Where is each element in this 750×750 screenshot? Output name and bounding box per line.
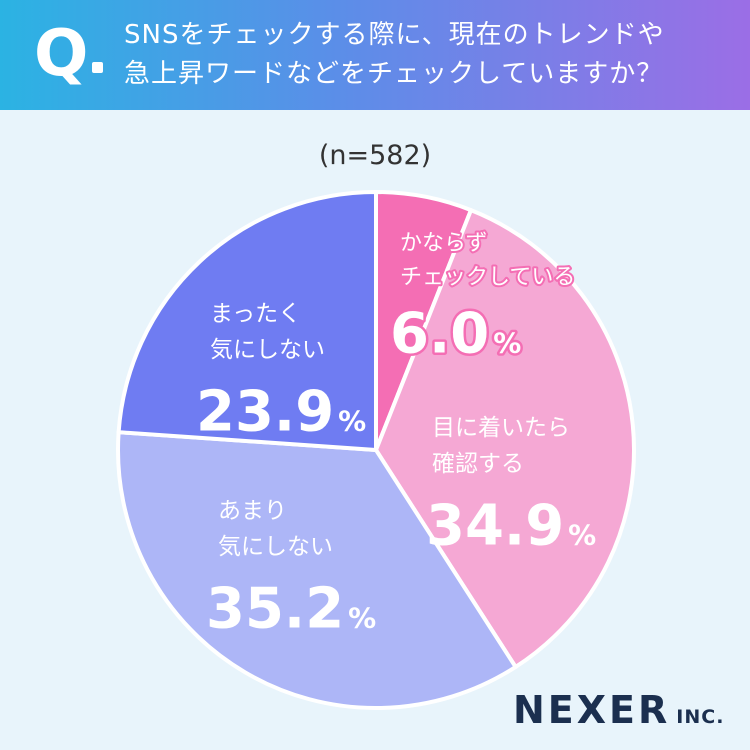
logo-main: NEXER [513,688,671,732]
question-text: SNSをチェックする際に、現在のトレンドや 急上昇ワードなどをチェックしています… [124,16,734,94]
logo-suffix: INC. [676,706,725,728]
slice-value: 35.2% [206,576,376,641]
slice-label-line: かならず [400,231,488,256]
pie-slice-3 [116,430,518,710]
pie-slice-2 [374,208,636,669]
slice-value: 34.9% [426,493,596,558]
q-dot-icon [92,62,103,73]
slice-label-line: 確認する [432,451,524,477]
slice-label-line: チェックしている [400,265,575,290]
pie-slice-4 [116,190,378,452]
q-letter: Q [34,17,89,91]
question-line-1: SNSをチェックする際に、現在のトレンドや [124,20,665,50]
slice-value: 6.0% [390,301,521,366]
slice-label-line: まったく [210,301,301,327]
nexer-logo: NEXER INC. [513,688,724,732]
slice-label-line: 目に着いたら [432,415,570,441]
slice-label-line: 気にしない [218,534,333,560]
slice-value: 23.9% [196,379,366,444]
question-line-2: 急上昇ワードなどをチェックしていますか？ [124,59,664,89]
slice-label-line: あまり [218,498,287,524]
question-header: Q SNSをチェックする際に、現在のトレンドや 急上昇ワードなどをチェックしてい… [0,0,750,110]
sample-size-label: (n=582) [318,140,432,171]
slice-label-line: 気にしない [210,337,325,363]
